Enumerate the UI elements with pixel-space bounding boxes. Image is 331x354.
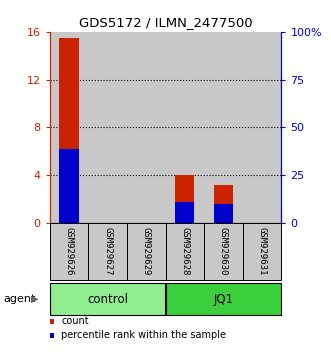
Bar [166,32,204,223]
Bar [88,223,127,280]
Bar [204,223,243,280]
Bar [50,283,166,315]
Bar [59,149,78,223]
Text: GSM929629: GSM929629 [142,227,151,275]
Text: control: control [87,293,128,306]
Bar [243,223,281,280]
Bar [50,223,88,280]
Bar [127,32,166,223]
Bar [127,223,166,280]
Bar [175,202,194,223]
Title: GDS5172 / ILMN_2477500: GDS5172 / ILMN_2477500 [79,16,252,29]
Text: GSM929631: GSM929631 [258,227,266,275]
Bar [166,223,204,280]
Text: JQ1: JQ1 [213,293,233,306]
Bar [59,38,78,223]
Text: ▶: ▶ [31,294,38,304]
Text: count: count [61,316,89,326]
Bar [214,185,233,223]
Text: agent: agent [3,294,36,304]
Bar [214,204,233,223]
Text: GSM929630: GSM929630 [219,227,228,275]
Bar [204,32,243,223]
Text: GSM929628: GSM929628 [180,227,189,275]
Bar [175,175,194,223]
Text: percentile rank within the sample: percentile rank within the sample [61,330,226,339]
Bar [166,283,281,315]
Bar [243,32,281,223]
Bar [50,32,88,223]
Text: GSM929627: GSM929627 [103,227,112,275]
Bar [88,32,127,223]
Text: GSM929626: GSM929626 [65,227,73,275]
